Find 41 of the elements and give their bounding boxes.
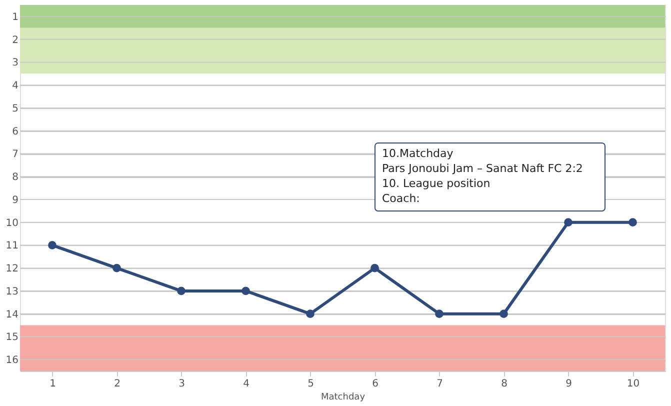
y-tick-label: 1 (12, 12, 18, 23)
x-tick-label: 7 (436, 378, 443, 390)
x-tick-label: 10 (626, 378, 640, 390)
y-tick-label: 7 (12, 149, 18, 160)
x-tick-label: 4 (243, 378, 250, 390)
y-tick-label: 10 (6, 218, 18, 229)
annotation: Coach: (382, 192, 420, 205)
x-tick-label: 3 (178, 378, 185, 390)
y-tick-label: 3 (12, 58, 18, 69)
point (112, 264, 121, 272)
y-tick-label: 2 (12, 34, 18, 46)
y-tick-label: 4 (12, 80, 18, 92)
y-tick-label: 13 (6, 286, 18, 298)
point (500, 310, 508, 318)
y-tick-label: 14 (6, 309, 18, 320)
point (564, 218, 572, 226)
y-tick-label: 9 (12, 194, 18, 206)
x-tick-label: 2 (114, 378, 120, 390)
annotation: Pars Jonoubi Jam – Sanat Naft FC 2:2 (382, 162, 583, 175)
annotation: 10. League position (382, 177, 490, 190)
x-tick-label: 9 (566, 378, 572, 390)
y-tick-label: 6 (12, 126, 18, 138)
point (370, 264, 379, 272)
x-tick-label: 5 (308, 378, 314, 390)
point (628, 218, 637, 226)
x-tick-label: 8 (501, 378, 508, 390)
x-axis-title: Matchday (320, 392, 366, 402)
x-tick-label: 1 (50, 378, 56, 390)
y-tick-label: 12 (6, 264, 18, 275)
point (435, 310, 444, 318)
x-tick-label: 6 (372, 378, 378, 390)
point (306, 310, 314, 318)
point (177, 286, 186, 296)
y-tick-label: 15 (6, 332, 18, 344)
annotation: 10.Matchday (382, 147, 454, 160)
y-tick-label: 16 (6, 355, 18, 366)
y-tick-label: 11 (6, 240, 18, 252)
point (48, 241, 56, 250)
point (242, 286, 250, 296)
y-tick-label: 8 (12, 172, 18, 184)
y-tick-label: 5 (12, 103, 18, 114)
